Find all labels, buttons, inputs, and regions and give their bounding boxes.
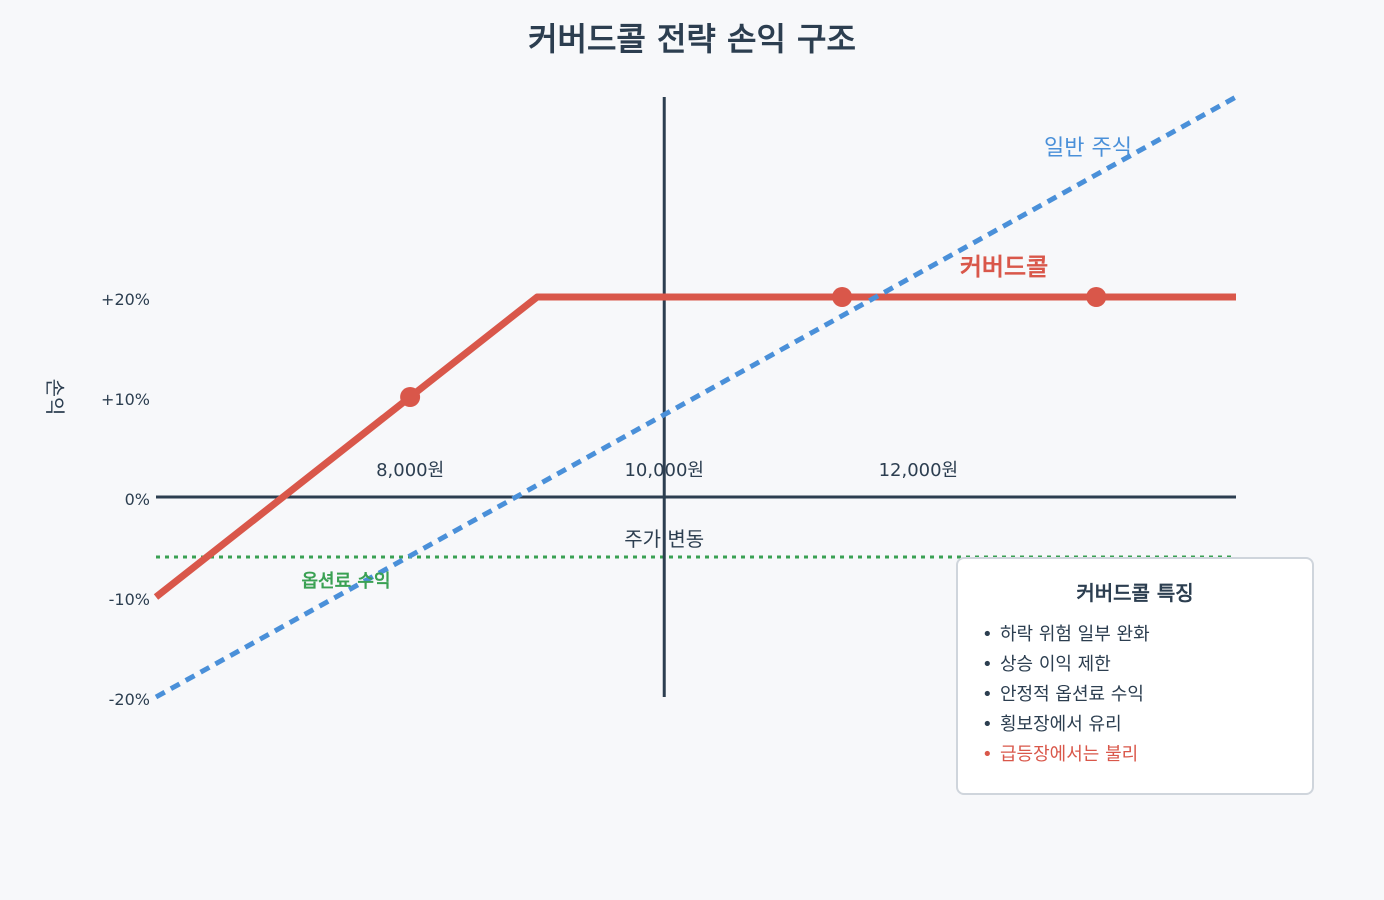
y-tick-label: -10% xyxy=(109,590,150,609)
bullet-icon: • xyxy=(982,654,993,675)
x-tick-label: 12,000원 xyxy=(879,460,959,481)
bullet-icon: • xyxy=(982,714,993,735)
covered-call-marker xyxy=(400,387,421,407)
covered-call-series-label: 커버드콜 xyxy=(960,253,1048,281)
legend-item-text: 급등장에서는 불리 xyxy=(1000,744,1139,765)
y-axis-label: 손익 xyxy=(43,379,67,416)
bullet-icon: • xyxy=(982,684,993,705)
x-axis-label: 주가 변동 xyxy=(624,527,704,551)
y-tick-label: 0% xyxy=(125,490,150,509)
stock-series-label: 일반 주식 xyxy=(1044,136,1132,161)
x-tick-label: 10,000원 xyxy=(624,460,704,481)
covered-call-line xyxy=(153,293,1236,600)
bullet-icon: • xyxy=(982,744,993,765)
legend-title: 커버드콜 특징 xyxy=(1076,581,1194,605)
legend-item-text: 횡보장에서 유리 xyxy=(1000,714,1122,735)
legend-item-text: 안정적 옵션료 수익 xyxy=(1000,684,1144,705)
premium-line-label: 옵션료 수익 xyxy=(301,571,390,592)
legend-item: • 횡보장에서 유리 xyxy=(982,710,1312,740)
legend-item-text: 하락 위험 일부 완화 xyxy=(1000,624,1150,645)
x-tick-label: 8,000원 xyxy=(376,460,444,481)
y-tick-label: +10% xyxy=(101,390,150,409)
y-tick-label: -20% xyxy=(109,690,150,709)
bullet-icon: • xyxy=(982,624,993,645)
legend-box: 커버드콜 특징 • 하락 위험 일부 완화 • 상승 이익 제한 • 안정적 옵션료 수익… xyxy=(956,557,1314,795)
legend-item: • 상승 이익 제한 xyxy=(982,650,1312,680)
legend-item: • 안정적 옵션료 수익 xyxy=(982,680,1312,710)
covered-call-marker xyxy=(1086,287,1107,307)
page-title: 커버드콜 전략 손익 구조 xyxy=(528,20,856,58)
covered-call-marker xyxy=(832,287,853,307)
legend-list: • 하락 위험 일부 완화 • 상승 이익 제한 • 안정적 옵션료 수익 • 횡보장에서 유… xyxy=(958,620,1312,770)
legend-item: • 급등장에서는 불리 xyxy=(982,740,1312,770)
stock-line xyxy=(154,94,1238,700)
legend-item-text: 상승 이익 제한 xyxy=(1000,654,1111,675)
y-tick-label: +20% xyxy=(101,290,150,309)
legend-item: • 하락 위험 일부 완화 xyxy=(982,620,1312,650)
